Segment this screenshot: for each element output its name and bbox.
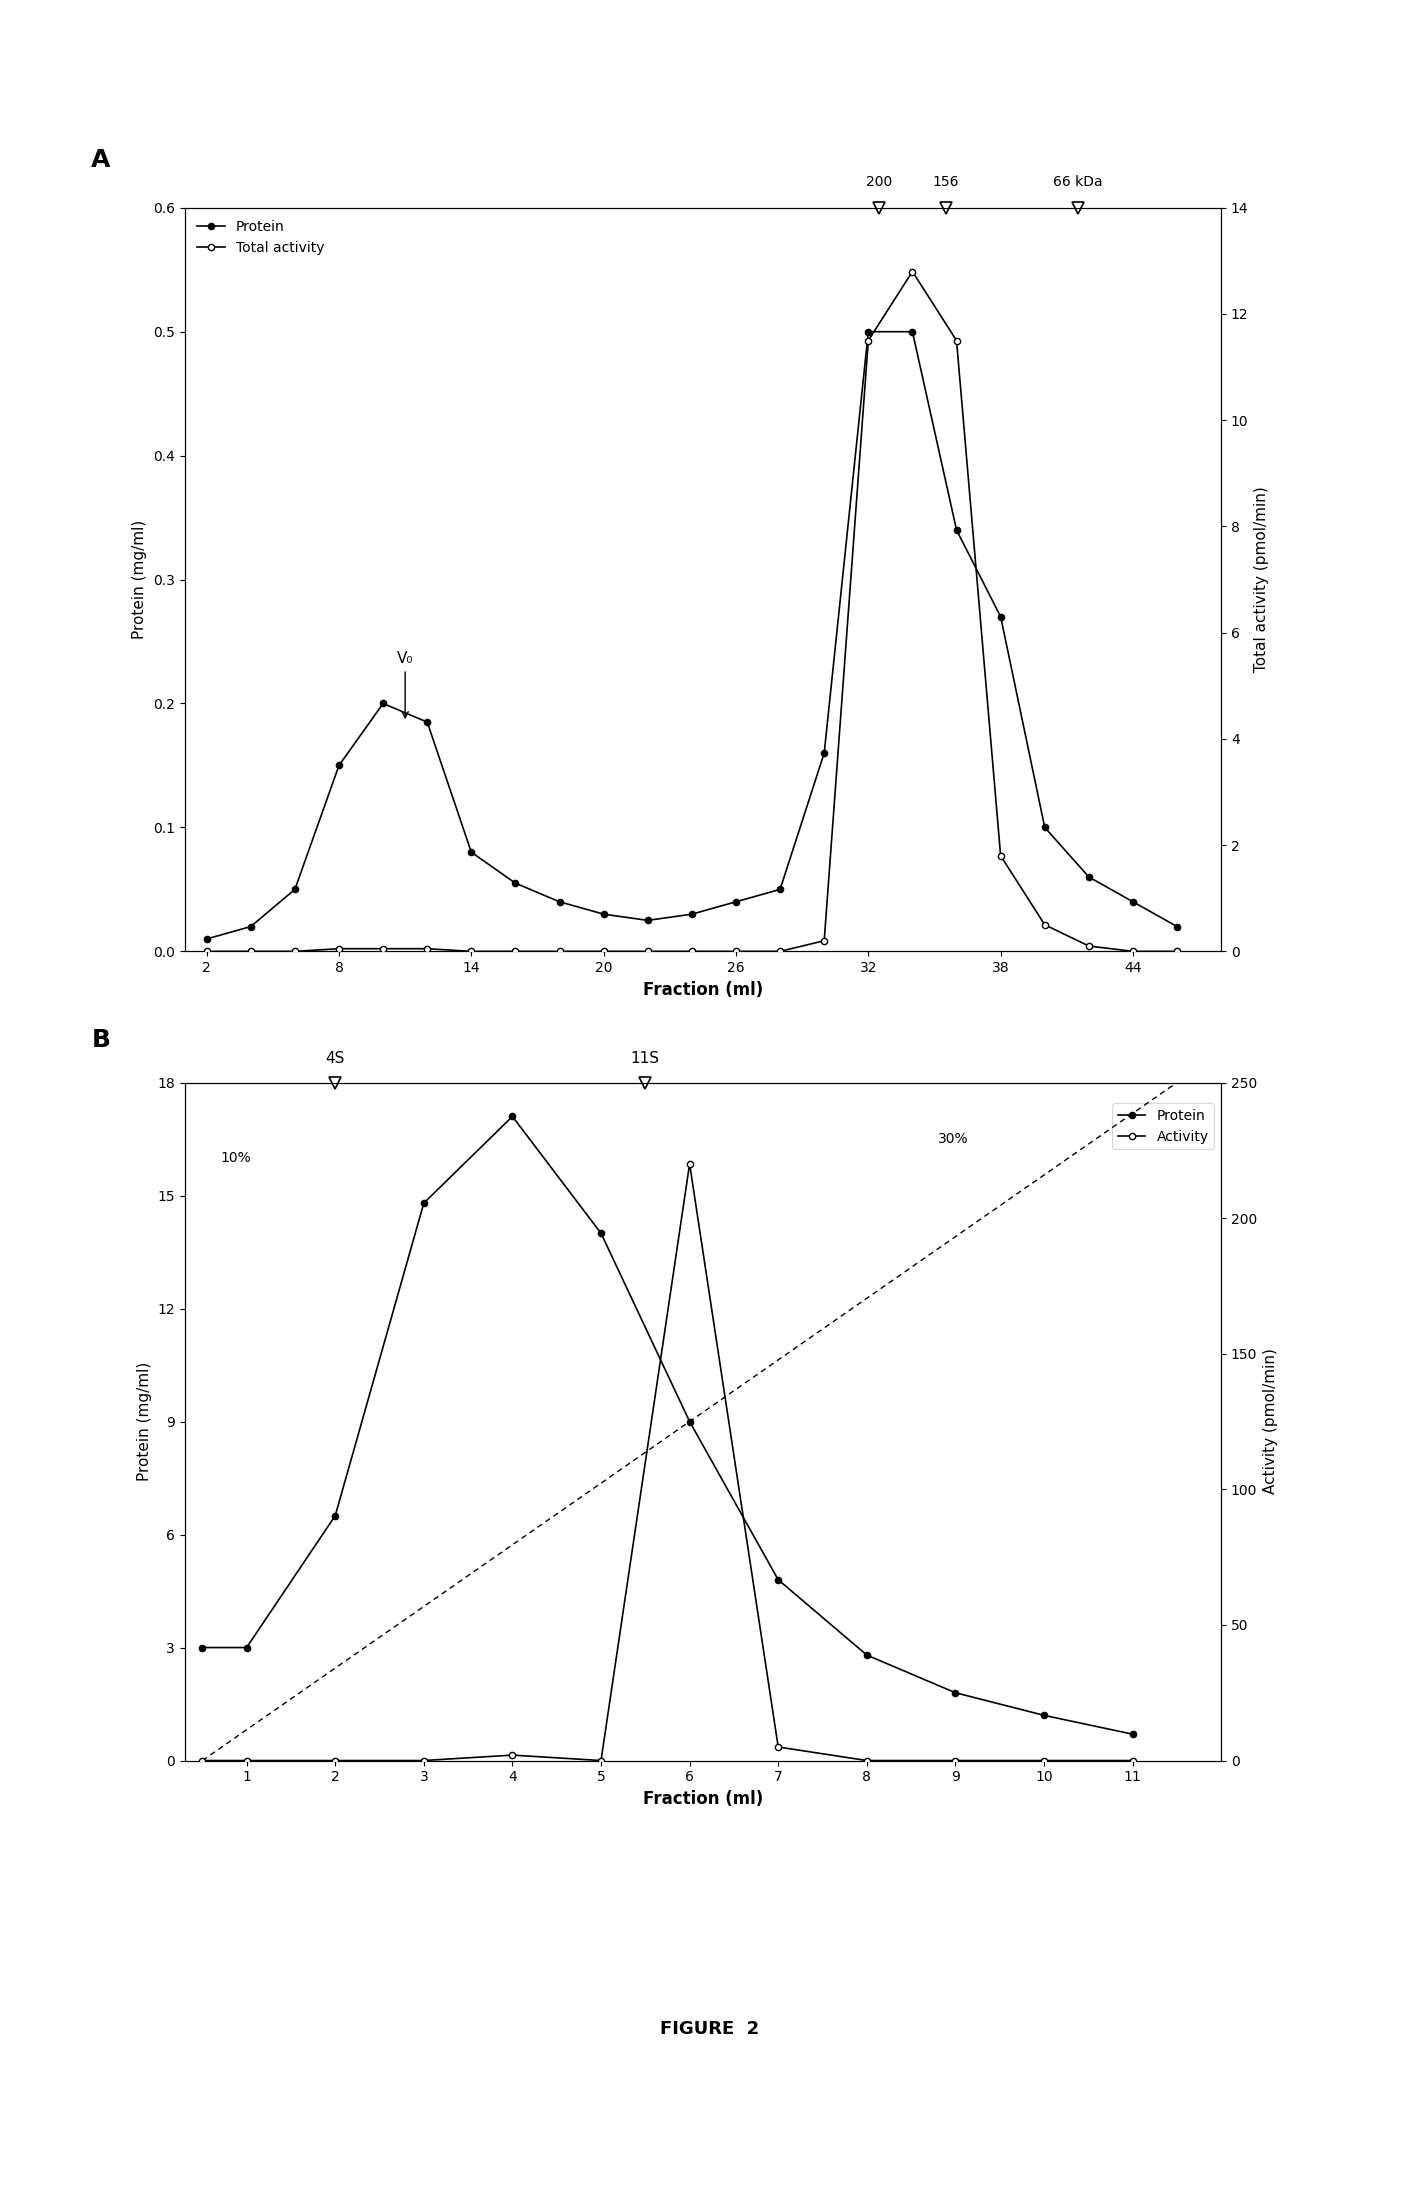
Text: FIGURE  2: FIGURE 2	[660, 2021, 760, 2038]
Text: A: A	[91, 149, 111, 173]
Legend: Protein, Activity: Protein, Activity	[1112, 1102, 1214, 1148]
X-axis label: Fraction (ml): Fraction (ml)	[643, 980, 763, 999]
Y-axis label: Activity (pmol/min): Activity (pmol/min)	[1262, 1349, 1278, 1494]
Text: 11S: 11S	[630, 1050, 660, 1065]
Text: 200: 200	[866, 175, 892, 188]
Text: 30%: 30%	[937, 1133, 968, 1146]
Text: V₀: V₀	[398, 652, 413, 717]
Y-axis label: Protein (mg/ml): Protein (mg/ml)	[136, 1363, 152, 1481]
Legend: Protein, Total activity: Protein, Total activity	[192, 214, 329, 260]
Text: 66 kDa: 66 kDa	[1054, 175, 1103, 188]
Y-axis label: Total activity (pmol/min): Total activity (pmol/min)	[1254, 488, 1269, 671]
Text: B: B	[91, 1028, 111, 1052]
Text: 156: 156	[933, 175, 959, 188]
Text: 4S: 4S	[325, 1050, 345, 1065]
X-axis label: Fraction (ml): Fraction (ml)	[643, 1789, 763, 1809]
Y-axis label: Protein (mg/ml): Protein (mg/ml)	[132, 521, 148, 639]
Text: 10%: 10%	[220, 1150, 251, 1166]
